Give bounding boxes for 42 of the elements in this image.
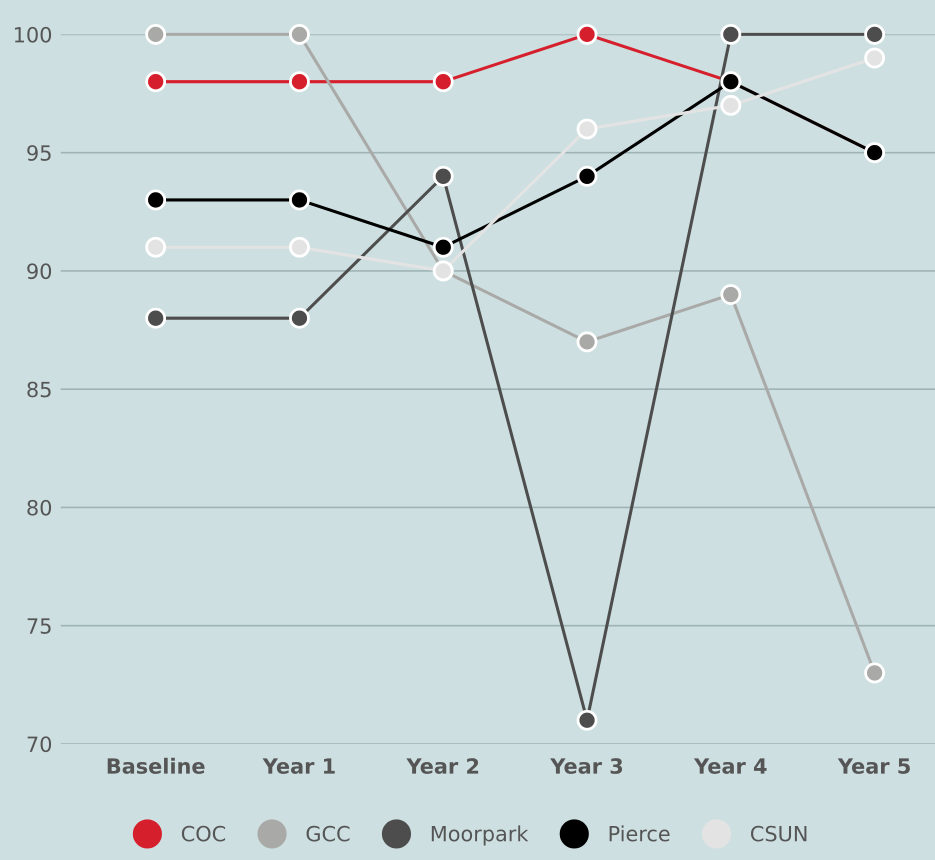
y-tick-label: 85 bbox=[27, 382, 51, 398]
point bbox=[576, 331, 598, 352]
point bbox=[432, 236, 454, 258]
legend-label: Moorpark bbox=[432, 825, 528, 846]
point bbox=[289, 24, 310, 45]
x-tick-label: Year 1 bbox=[262, 758, 335, 774]
x-tick-label: Year 3 bbox=[550, 758, 622, 774]
legend-label: GCC bbox=[306, 826, 350, 842]
point bbox=[576, 166, 598, 187]
point bbox=[145, 71, 166, 92]
point bbox=[289, 190, 310, 210]
point bbox=[289, 236, 310, 258]
point bbox=[576, 710, 598, 731]
legend-label: CSUN bbox=[751, 826, 806, 842]
legend-label: Pierce bbox=[610, 825, 670, 842]
point bbox=[289, 308, 310, 329]
y-tick-label: 75 bbox=[28, 618, 51, 634]
x-tick-label: Year 4 bbox=[694, 758, 767, 774]
point bbox=[864, 24, 886, 45]
y-tick-label: 70 bbox=[28, 736, 52, 752]
point bbox=[145, 236, 166, 258]
point bbox=[576, 118, 598, 140]
point bbox=[432, 166, 454, 187]
point bbox=[576, 24, 598, 45]
point bbox=[432, 71, 454, 92]
y-tick-label: 100 bbox=[14, 26, 52, 43]
point bbox=[720, 24, 742, 45]
point bbox=[864, 662, 886, 684]
y-tick-label: 80 bbox=[27, 500, 52, 516]
y-tick-label: 90 bbox=[27, 263, 52, 280]
point bbox=[720, 94, 742, 116]
x-tick-label: Year 2 bbox=[406, 758, 478, 774]
point bbox=[720, 284, 742, 305]
x-tick-label: Baseline bbox=[108, 758, 205, 774]
point bbox=[145, 190, 166, 210]
point bbox=[145, 24, 166, 45]
x-tick-label: Year 5 bbox=[838, 758, 910, 774]
y-tick-label: 95 bbox=[27, 145, 51, 161]
legend-label: COC bbox=[182, 826, 226, 842]
point bbox=[289, 71, 310, 92]
point bbox=[864, 48, 886, 68]
point bbox=[145, 308, 166, 329]
